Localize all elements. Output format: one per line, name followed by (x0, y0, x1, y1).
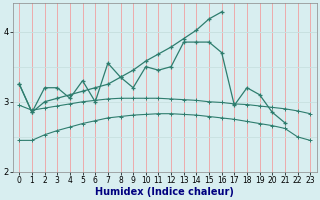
X-axis label: Humidex (Indice chaleur): Humidex (Indice chaleur) (95, 187, 234, 197)
